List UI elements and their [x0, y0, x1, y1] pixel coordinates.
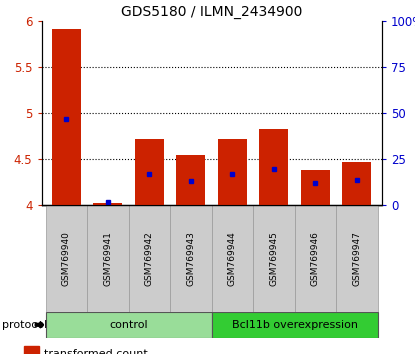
- Bar: [46, 205, 87, 312]
- Text: GSM769940: GSM769940: [62, 231, 71, 286]
- Bar: [212, 312, 378, 338]
- Text: GSM769941: GSM769941: [103, 231, 112, 286]
- Text: transformed count: transformed count: [44, 348, 148, 354]
- Bar: [295, 205, 336, 312]
- Bar: [170, 205, 212, 312]
- Text: Bcl11b overexpression: Bcl11b overexpression: [232, 320, 358, 330]
- Bar: [93, 204, 122, 205]
- Bar: [212, 205, 253, 312]
- Bar: [129, 205, 170, 312]
- Bar: [336, 205, 378, 312]
- Bar: [46, 312, 212, 338]
- Text: GSM769947: GSM769947: [352, 231, 361, 286]
- Text: control: control: [109, 320, 148, 330]
- Bar: [52, 29, 81, 205]
- Text: GSM769946: GSM769946: [311, 231, 320, 286]
- Bar: [218, 139, 247, 205]
- Bar: [135, 139, 164, 205]
- Text: GSM769943: GSM769943: [186, 231, 195, 286]
- Text: GSM769942: GSM769942: [145, 231, 154, 286]
- Bar: [259, 129, 288, 205]
- Bar: [176, 155, 205, 205]
- Text: GSM769944: GSM769944: [228, 231, 237, 286]
- Bar: [342, 162, 371, 205]
- Text: protocol: protocol: [2, 320, 47, 330]
- Text: GSM769945: GSM769945: [269, 231, 278, 286]
- Bar: [253, 205, 295, 312]
- Title: GDS5180 / ILMN_2434900: GDS5180 / ILMN_2434900: [121, 5, 303, 19]
- Bar: [24, 346, 39, 354]
- Bar: [301, 170, 330, 205]
- Bar: [87, 205, 129, 312]
